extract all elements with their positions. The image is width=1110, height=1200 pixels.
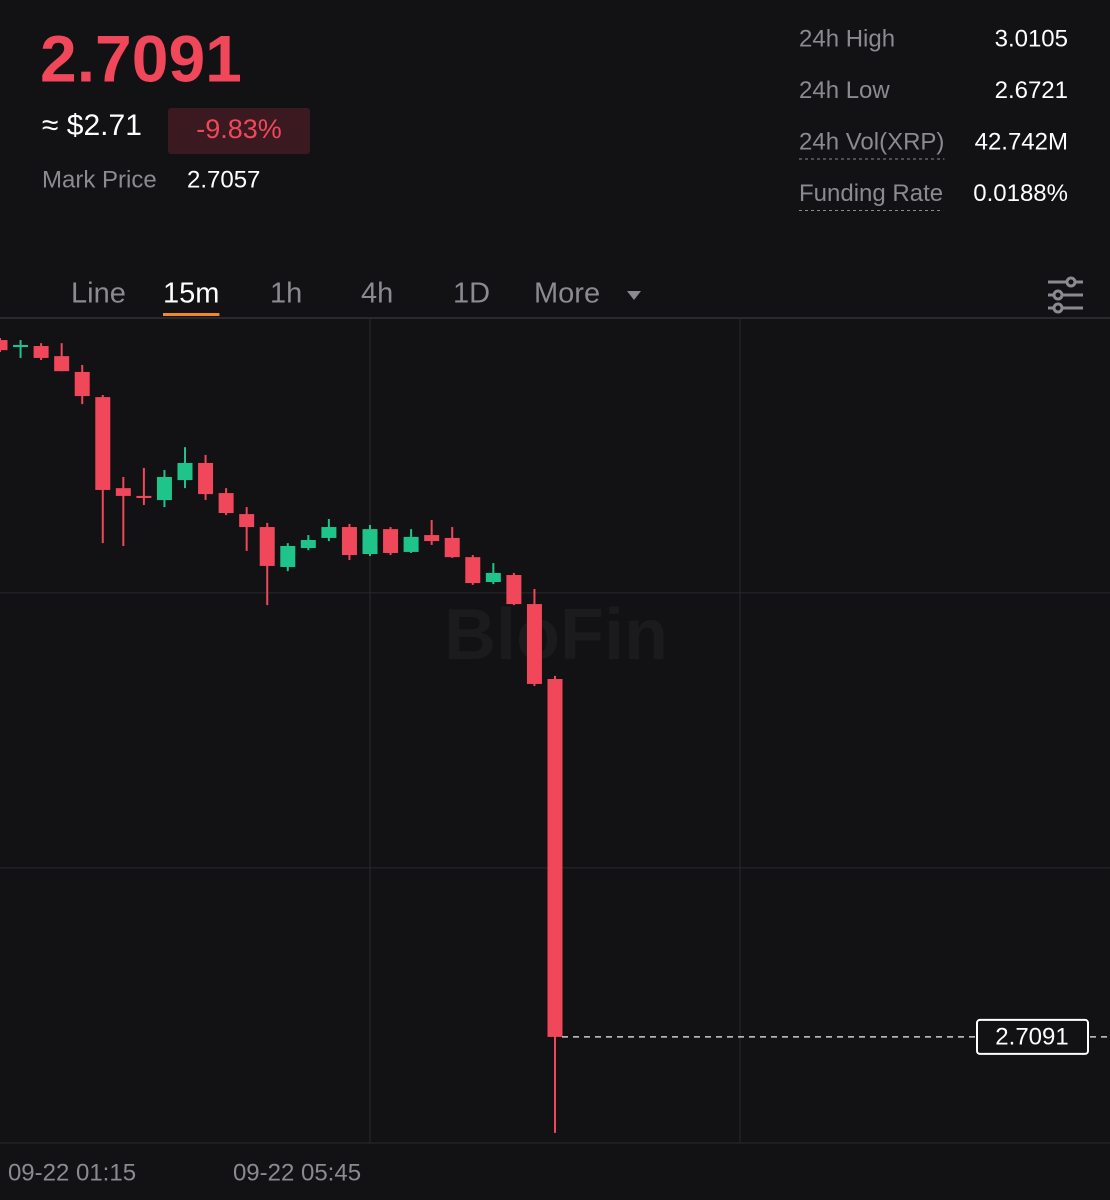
- tab[interactable]: 15m: [163, 278, 219, 310]
- stat-label: 24h Vol(XRP): [799, 128, 944, 155]
- candle-body: [403, 536, 419, 552]
- candle-body: [485, 572, 501, 583]
- watermark: BloFin: [444, 595, 668, 675]
- tab[interactable]: 1D: [453, 278, 490, 310]
- candle-body: [547, 679, 563, 1037]
- candle-body: [280, 545, 296, 567]
- change: -9.83%: [196, 114, 282, 144]
- candle-body: [383, 529, 399, 553]
- candle-body: [95, 397, 111, 490]
- candle-body: [259, 527, 275, 566]
- candle-body: [0, 340, 8, 351]
- tab-underline: [163, 313, 220, 316]
- candle-body: [424, 535, 440, 542]
- candle-body: [321, 527, 337, 538]
- candle-body: [177, 462, 193, 481]
- stat-value: 2.6721: [995, 77, 1068, 104]
- mark-price-label: Mark Price: [42, 166, 157, 193]
- candle-body: [300, 540, 316, 549]
- tab[interactable]: 1h: [270, 278, 302, 310]
- candle-body: [156, 476, 172, 501]
- more-arrow[interactable]: [627, 291, 641, 300]
- candle-body: [506, 575, 522, 605]
- tab[interactable]: More: [534, 278, 600, 310]
- stat-value: 42.742M: [975, 128, 1068, 155]
- stats: 24h High 3.0105 24h Low 2.6721 24h Vol(XRP) 4…: [799, 25, 1068, 211]
- stat-label: Funding Rate: [799, 180, 943, 207]
- plot: 09-22 01:15 09-22 05:45 2.7091: [0, 337, 1110, 1186]
- candle-body: [13, 344, 29, 348]
- change-badge: [168, 108, 310, 154]
- tab[interactable]: 4h: [361, 278, 393, 310]
- candle-body: [341, 527, 357, 556]
- candle-body: [198, 462, 214, 495]
- settings-icon[interactable]: [1048, 276, 1083, 314]
- candle-body: [362, 529, 378, 555]
- stat-value: 0.0188%: [973, 180, 1068, 207]
- icon-knob: [1052, 302, 1064, 314]
- mark-price: 2.7057: [187, 166, 260, 193]
- usd-price: ≈ $2.71: [42, 109, 142, 142]
- stat-label: 24h Low: [799, 77, 890, 104]
- last-price: 2.7091: [40, 21, 242, 95]
- tabs: Line 15m 1h 4h 1D More: [71, 278, 600, 316]
- candle-body: [526, 604, 542, 684]
- candle-body: [218, 493, 234, 514]
- candle-body: [74, 371, 90, 397]
- candle-body: [115, 488, 131, 496]
- candle-body: [239, 514, 255, 528]
- tab[interactable]: Line: [71, 278, 126, 310]
- last-price-tag: [976, 1018, 1089, 1055]
- x-tick-label: 09-22 01:15: [8, 1159, 136, 1186]
- candle-body: [465, 557, 481, 584]
- stat-label: 24h High: [799, 25, 895, 52]
- candle-body: [444, 537, 460, 558]
- icon-knob: [1065, 276, 1077, 288]
- icon-knob: [1052, 289, 1064, 301]
- candle-body: [54, 356, 70, 372]
- candle-body: [136, 495, 152, 498]
- last-price-label: 2.7091: [995, 1023, 1068, 1050]
- stat-value: 3.0105: [995, 25, 1068, 52]
- x-tick-label: 09-22 05:45: [233, 1159, 361, 1186]
- candle-body: [33, 346, 49, 358]
